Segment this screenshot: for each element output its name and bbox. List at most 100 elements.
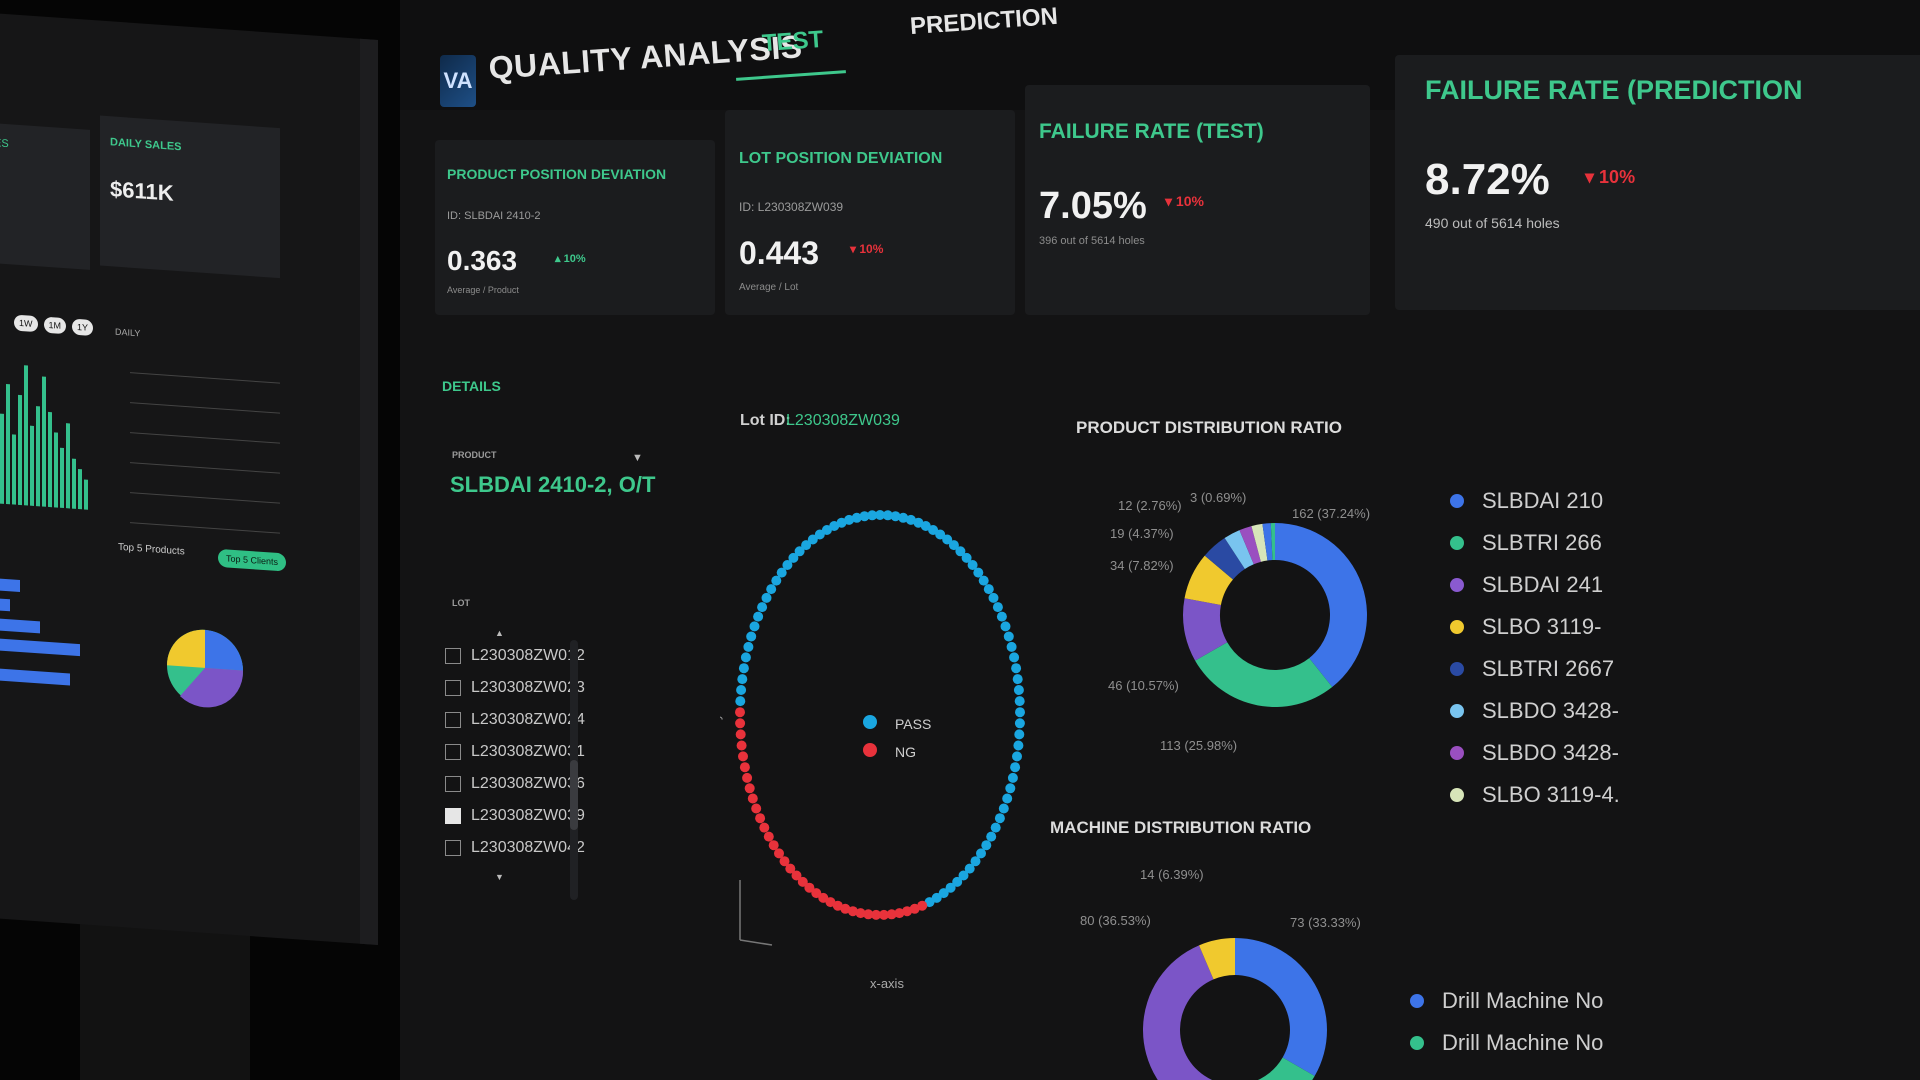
lot-item[interactable]: L230308ZW039: [445, 800, 595, 832]
x-axis-line: [739, 939, 773, 946]
legend-item[interactable]: Drill Machine No: [1410, 1022, 1603, 1064]
lot-item[interactable]: L230308ZW042: [445, 832, 595, 864]
lot-list-scrollbar[interactable]: [570, 640, 578, 900]
ng-hole-point: [739, 762, 750, 773]
legend-item[interactable]: SLBO 3119-: [1450, 606, 1620, 648]
donut-slice-7[interactable]: [1251, 523, 1268, 562]
donut-slice-2[interactable]: [1183, 598, 1228, 661]
ng-hole-point: [759, 822, 770, 833]
donut-slice-3[interactable]: [1199, 938, 1235, 980]
ng-hole-point: [735, 718, 746, 729]
donut-slice-9[interactable]: [1270, 523, 1275, 561]
legend-label: SLBDAI 210: [1482, 488, 1604, 513]
ng-hole-point: [747, 793, 758, 804]
toggle-1y[interactable]: 1Y: [72, 318, 94, 337]
donut-slice-4[interactable]: [1204, 538, 1245, 580]
ng-hole-point: [909, 903, 920, 914]
legend-item[interactable]: SLBTRI 2667: [1450, 648, 1620, 690]
tab-test[interactable]: TEST: [761, 25, 825, 58]
checkbox-checked[interactable]: [445, 808, 461, 824]
donut-slice-2[interactable]: [1143, 945, 1214, 1080]
kpi-failure-rate-test: FAILURE RATE (TEST) 7.05% ▾ 10% 396 out …: [1025, 85, 1370, 315]
lot-item[interactable]: L230308ZW024: [445, 704, 595, 736]
legend-item[interactable]: SLBDO 3428-: [1450, 690, 1620, 732]
pass-hole-point: [814, 529, 825, 540]
toggle-1w[interactable]: 1W: [14, 314, 38, 333]
legend-dot: [1450, 704, 1464, 718]
pass-hole-point: [1009, 652, 1020, 663]
left-bar: [78, 469, 82, 510]
pass-hole-point: [757, 602, 768, 613]
legend-dot: [1450, 746, 1464, 760]
kpi-title: FAILURE RATE (PREDICTION: [1425, 75, 1803, 105]
kpi-id: ID: SLBDAI 2410-2: [447, 210, 541, 222]
top-clients-button[interactable]: Top 5 Clients: [218, 548, 287, 572]
legend-item[interactable]: SLBTRI 266: [1450, 522, 1620, 564]
slice-label: 73 (33.33%): [1290, 915, 1361, 930]
donut-slice-1[interactable]: [1195, 642, 1333, 707]
ng-hole-point: [847, 906, 858, 917]
legend-item[interactable]: Drill Machine No: [1410, 980, 1603, 1022]
pass-hole-point: [928, 525, 939, 535]
donut-slice-0[interactable]: [1235, 938, 1327, 1076]
kpi-sub: Average / Product: [447, 285, 519, 295]
donut-slice-0[interactable]: [1275, 523, 1367, 688]
scrollbar-thumb[interactable]: [570, 760, 578, 830]
donut-slice-5[interactable]: [1224, 530, 1254, 569]
details-section-label: DETAILS: [442, 378, 501, 394]
pass-hole-point: [1012, 674, 1023, 685]
legend-label: SLBO 3119-: [1482, 614, 1602, 639]
left-bar: [0, 413, 4, 504]
donut-slice-1[interactable]: [1195, 1057, 1315, 1080]
legend-item[interactable]: SLBO 3119-4.: [1450, 774, 1620, 816]
checkbox[interactable]: [445, 776, 461, 792]
pass-hole-point: [740, 652, 751, 663]
ng-hole-point: [763, 831, 774, 842]
donut-slice-6[interactable]: [1239, 526, 1261, 565]
slice-label: 3 (0.69%): [1190, 490, 1246, 505]
kpi-value: 8.72%: [1425, 155, 1550, 204]
pass-hole-point: [867, 510, 878, 521]
kpi-title: PRODUCT POSITION DEVIATION: [447, 166, 667, 182]
ng-hole-point: [902, 906, 913, 917]
left-bar: [42, 376, 46, 507]
lot-item[interactable]: L230308ZW012: [445, 640, 595, 672]
product-select-value[interactable]: SLBDAI 2410-2, O/T: [450, 472, 656, 497]
checkbox[interactable]: [445, 840, 461, 856]
kpi-sub: 490 out of 5614 holes: [1425, 215, 1560, 231]
legend-dot: [1450, 788, 1464, 802]
ng-hole-point: [791, 870, 802, 881]
donut-slice-8[interactable]: [1262, 523, 1273, 561]
pass-hole-point: [821, 525, 832, 535]
legend-item[interactable]: SLBDAI 210: [1450, 480, 1620, 522]
checkbox[interactable]: [445, 648, 461, 664]
lot-item[interactable]: L230308ZW036: [445, 768, 595, 800]
lot-item[interactable]: L230308ZW031: [445, 736, 595, 768]
chevron-down-icon[interactable]: ▼: [495, 872, 504, 882]
ng-hole-point: [751, 803, 762, 814]
legend-item[interactable]: SLBDO 3428-: [1450, 732, 1620, 774]
kpi-id: ID: L230308ZW039: [739, 200, 844, 214]
kpi-product-position-deviation: PRODUCT POSITION DEVIATION ID: SLBDAI 24…: [435, 140, 715, 315]
lot-item[interactable]: L230308ZW023: [445, 672, 595, 704]
legend-item[interactable]: SLBDAI 241: [1450, 564, 1620, 606]
slice-label: 12 (2.76%): [1118, 498, 1182, 513]
checkbox[interactable]: [445, 744, 461, 760]
left-bar: [84, 479, 88, 510]
kpi-title: LOT POSITION DEVIATION: [739, 150, 943, 167]
toggle-1m[interactable]: 1M: [43, 316, 67, 335]
kpi-failure-rate-prediction: FAILURE RATE (PREDICTION 8.72% ▾ 10% 490…: [1395, 55, 1920, 310]
chevron-up-icon[interactable]: ▲: [495, 628, 504, 638]
pass-hole-point: [978, 575, 989, 586]
checkbox[interactable]: [445, 712, 461, 728]
product-label: PRODUCT: [452, 450, 497, 460]
pass-hole-point: [990, 822, 1001, 833]
kpi-delta: ▾ 10%: [1165, 193, 1204, 209]
pass-hole-point: [1013, 740, 1024, 751]
pass-hole-point: [1002, 793, 1013, 804]
y-axis-label: y-axis: [720, 689, 723, 720]
donut-slice-3[interactable]: [1184, 555, 1233, 605]
chevron-down-icon[interactable]: ▼: [632, 452, 643, 464]
product-distribution-title: PRODUCT DISTRIBUTION RATIO: [1076, 418, 1343, 437]
checkbox[interactable]: [445, 680, 461, 696]
